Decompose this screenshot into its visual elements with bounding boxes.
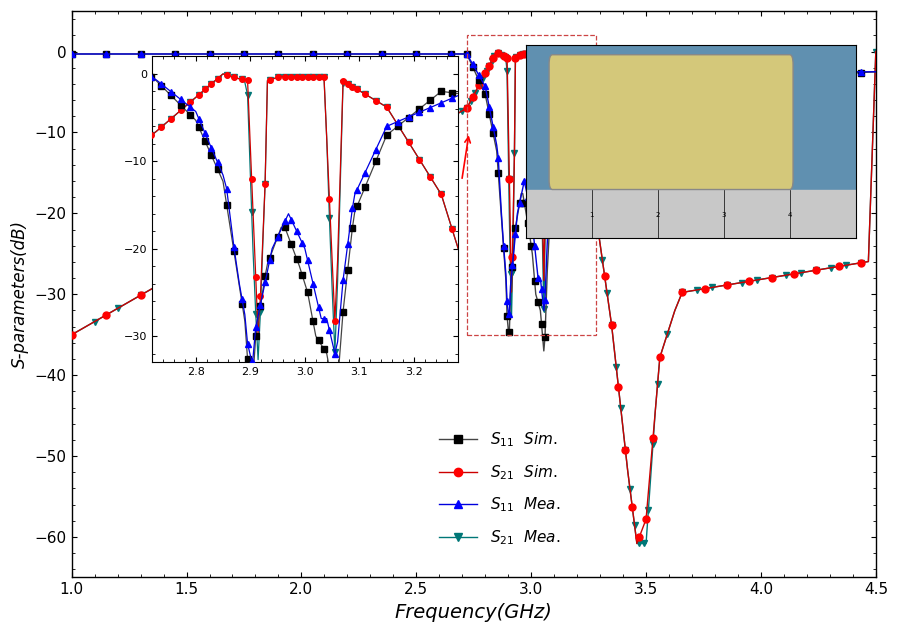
- $S_{21}$ Sim.: [613, 384, 624, 391]
- $S_{11}$ Sim.: [558, 116, 569, 124]
- Line: $S_{11}$ Sim.: $S_{11}$ Sim.: [68, 51, 879, 354]
- $S_{11}$ Sim.: [684, 78, 695, 85]
- Line: $S_{21}$ Sim.: $S_{21}$ Sim.: [68, 48, 879, 547]
- $S_{21}$ Mea.: [67, 331, 77, 339]
- $S_{21}$ Sim.: [691, 286, 702, 294]
- $S_{21}$ Mea.: [558, 75, 569, 83]
- $S_{11}$ Mea.: [558, 107, 569, 115]
- $S_{11}$ Mea.: [567, 90, 578, 97]
- Bar: [467, 35, 595, 335]
- $S_{21}$ Sim.: [67, 331, 77, 339]
- $S_{11}$ Mea.: [684, 68, 695, 75]
- $S_{21}$ Mea.: [870, 47, 881, 55]
- $S_{21}$ Mea.: [486, 57, 497, 65]
- $S_{11}$ Mea.: [613, 68, 624, 75]
- Y-axis label: S-parameters(dB): S-parameters(dB): [11, 220, 29, 368]
- Legend: $S_{11}$  $Sim.$, $S_{21}$  $Sim.$, $S_{11}$  $Mea.$, $S_{21}$  $Mea.$: $S_{11}$ $Sim.$, $S_{21}$ $Sim.$, $S_{11…: [433, 425, 566, 553]
- $S_{21}$ Sim.: [486, 57, 497, 65]
- $S_{11}$ Sim.: [486, 123, 497, 130]
- $S_{11}$ Sim.: [67, 50, 77, 58]
- $S_{21}$ Mea.: [691, 286, 702, 294]
- $S_{21}$ Mea.: [492, 47, 503, 55]
- $S_{11}$ Sim.: [613, 72, 624, 80]
- Line: $S_{11}$ Mea.: $S_{11}$ Mea.: [68, 51, 879, 321]
- $S_{11}$ Mea.: [870, 68, 881, 75]
- $S_{21}$ Sim.: [558, 75, 569, 83]
- $S_{21}$ Mea.: [631, 540, 642, 548]
- $S_{21}$ Sim.: [631, 540, 642, 548]
- $S_{11}$ Sim.: [870, 68, 881, 75]
- $S_{11}$ Sim.: [567, 92, 578, 100]
- $S_{21}$ Sim.: [498, 53, 509, 60]
- $S_{11}$ Mea.: [503, 314, 514, 322]
- $S_{11}$ Mea.: [486, 116, 497, 124]
- $S_{11}$ Mea.: [496, 208, 507, 216]
- X-axis label: Frequency(GHz): Frequency(GHz): [395, 603, 553, 622]
- $S_{21}$ Sim.: [492, 47, 503, 55]
- $S_{21}$ Sim.: [870, 47, 881, 55]
- Line: $S_{21}$ Mea.: $S_{21}$ Mea.: [68, 48, 879, 547]
- $S_{11}$ Sim.: [496, 212, 507, 220]
- $S_{11}$ Mea.: [67, 50, 77, 58]
- $S_{21}$ Mea.: [498, 53, 509, 60]
- $S_{21}$ Sim.: [567, 103, 578, 110]
- $S_{21}$ Mea.: [567, 103, 578, 110]
- $S_{11}$ Sim.: [539, 347, 549, 354]
- $S_{21}$ Mea.: [613, 384, 624, 391]
